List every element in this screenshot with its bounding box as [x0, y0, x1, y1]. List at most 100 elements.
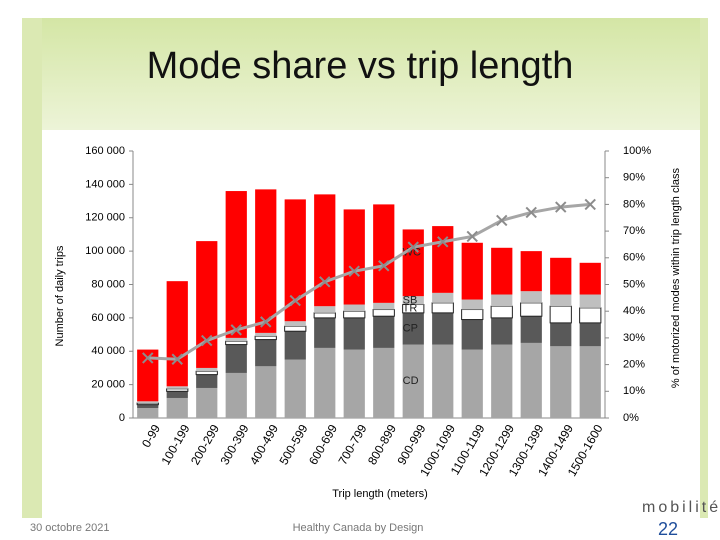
bar-segment [343, 209, 365, 305]
bar-segment [461, 309, 484, 321]
bar-segment [550, 346, 572, 418]
bar-segment [166, 281, 188, 387]
y2-tick-label: 20% [623, 359, 645, 371]
chart-title: Mode share vs trip length [147, 45, 574, 87]
segment-label: SB [403, 294, 418, 306]
bar-segment [137, 407, 159, 418]
bar-segment [372, 309, 395, 317]
line-marker [378, 260, 390, 272]
line-marker [171, 353, 183, 365]
bar-segment [284, 325, 307, 332]
bar-segment [196, 374, 218, 388]
bar-segment [579, 262, 601, 295]
right-band [700, 18, 708, 518]
bar-segment [461, 299, 483, 310]
bar-segment [314, 306, 336, 313]
bar-segment [402, 229, 424, 297]
bar-segment [314, 347, 336, 418]
bar-segment [579, 346, 601, 418]
bar-segment [314, 194, 336, 307]
bar-segment [254, 335, 277, 341]
bar-segment [579, 294, 601, 308]
y-tick-label: 60 000 [91, 312, 125, 324]
y2-tick-label: 50% [623, 278, 645, 290]
bar-segment [196, 387, 218, 418]
bar-segment [431, 302, 454, 314]
bar-segment [432, 344, 454, 418]
bar-segment [343, 317, 365, 350]
bar-segment [490, 305, 513, 319]
bar-segment [255, 366, 277, 418]
line-marker [289, 294, 301, 307]
line-marker [319, 276, 331, 288]
bar-segment [255, 332, 277, 337]
bar-segment [520, 302, 543, 317]
bar-segment [373, 316, 395, 348]
segment-label: TR [403, 303, 418, 315]
y-tick-label: 160 000 [85, 145, 125, 157]
bar-segment [550, 322, 572, 347]
bar-segment [225, 344, 247, 373]
bar-segment [196, 241, 218, 368]
bar-segment [284, 199, 306, 322]
bar-segment [166, 391, 188, 398]
bar-segment [225, 337, 247, 342]
bar-segment [225, 191, 247, 338]
line-marker [496, 214, 508, 227]
page-number: 22 [658, 519, 678, 539]
bar-segment [402, 296, 424, 305]
bar-segment [255, 339, 277, 367]
bar-segment [343, 349, 365, 418]
y2-tick-label: 10% [623, 385, 645, 397]
bar-segment [491, 317, 513, 345]
line-marker [230, 324, 242, 336]
y2-tick-label: 30% [623, 332, 645, 344]
bar-segment [166, 386, 188, 389]
line-marker [407, 241, 419, 253]
bar-segment [373, 302, 395, 310]
y2-tick-label: 0% [623, 412, 639, 424]
y2-tick-label: 90% [623, 172, 645, 184]
bar-segment [313, 312, 336, 319]
line-marker [142, 352, 154, 364]
line-marker [260, 316, 272, 328]
y-tick-label: 120 000 [85, 212, 125, 224]
bar-segment [432, 292, 454, 303]
bar-segment [432, 312, 454, 345]
y2-tick-label: 70% [623, 225, 645, 237]
x-axis-label: Trip length (meters) [332, 488, 428, 500]
footer: Healthy Canada by Design [293, 522, 424, 534]
y-tick-label: 80 000 [91, 278, 125, 290]
bar-segment [314, 317, 336, 348]
bar-segment [284, 321, 306, 327]
bar-segment [520, 291, 542, 303]
bar-segment [520, 342, 542, 418]
bar-segment [461, 319, 483, 350]
bar-segment [520, 316, 542, 343]
bar-segment [284, 359, 306, 418]
segment-label: CP [403, 323, 418, 335]
bar-segment [195, 370, 218, 376]
line-marker [555, 201, 567, 213]
y2-tick-label: 40% [623, 305, 645, 317]
bar-segment [491, 294, 513, 307]
line-marker [584, 198, 596, 211]
bar-segment [255, 189, 277, 333]
bar-segment [550, 294, 572, 307]
segment-label: CD [403, 375, 419, 387]
y-tick-label: 0 [119, 412, 125, 424]
bar-segment [491, 247, 513, 295]
y2-tick-label: 80% [623, 198, 645, 210]
y-tick-label: 20 000 [91, 379, 125, 391]
line-marker [437, 236, 449, 248]
line-series [147, 202, 591, 361]
bar-segment [284, 331, 306, 360]
bar-segment [343, 304, 365, 312]
bar-segment [461, 242, 483, 300]
bar-segment [579, 307, 602, 324]
bar-segment [137, 401, 159, 403]
line-marker [348, 265, 360, 277]
bar-segment [432, 226, 454, 293]
bar-segment [136, 402, 159, 406]
